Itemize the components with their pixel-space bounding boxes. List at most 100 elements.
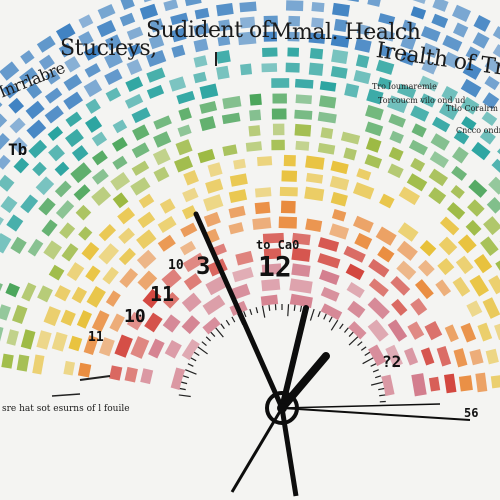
band-cell — [308, 62, 324, 76]
band-cell — [111, 137, 128, 152]
tick-mark — [210, 331, 216, 337]
band-cell — [1, 353, 14, 369]
tick-mark — [190, 357, 197, 362]
band-cell — [174, 155, 194, 173]
band-cell — [377, 246, 395, 263]
band-cell — [408, 139, 428, 156]
band-cell — [148, 34, 165, 50]
band-cell — [309, 48, 324, 60]
band-cell — [261, 263, 282, 276]
band-cell — [159, 198, 176, 214]
dial-number-5: 3 — [196, 252, 211, 280]
band-cell — [203, 211, 221, 228]
band-cell — [37, 285, 53, 303]
band-cell — [356, 23, 371, 36]
band-cell — [205, 276, 227, 296]
band-cell — [54, 161, 70, 177]
band-cell — [332, 2, 350, 17]
band-cell — [317, 111, 337, 124]
band-cell — [164, 340, 182, 359]
band-cell — [231, 283, 251, 300]
band-cell — [248, 125, 261, 137]
dial-number-3: 10 — [124, 306, 146, 327]
band-cell — [233, 158, 246, 170]
band-cell — [421, 42, 439, 59]
band-cell — [452, 4, 471, 23]
band-cell — [283, 154, 296, 167]
tick-mark — [182, 375, 189, 379]
band-cell — [465, 46, 481, 62]
band-cell — [249, 109, 262, 121]
band-cell — [13, 157, 30, 174]
tick-mark — [268, 304, 271, 311]
band-cell — [484, 75, 500, 91]
band-cell — [153, 166, 170, 182]
band-cell — [278, 216, 297, 229]
band-cell — [32, 161, 47, 177]
band-cell — [432, 0, 449, 12]
band-cell — [175, 139, 193, 156]
band-cell — [109, 313, 125, 333]
band-cell — [0, 232, 12, 254]
band-cell — [51, 331, 68, 352]
band-cell — [330, 160, 349, 175]
band-cell — [117, 207, 136, 225]
band-cell — [105, 290, 121, 307]
band-cell — [305, 155, 325, 170]
band-cell — [237, 31, 257, 46]
band-cell — [127, 43, 143, 57]
band-cell — [287, 31, 300, 42]
band-cell — [263, 31, 278, 42]
title-left: Stucieys, — [60, 36, 157, 61]
band-cell — [430, 133, 450, 151]
band-cell — [451, 165, 468, 181]
long-hand — [281, 407, 471, 421]
band-cell — [329, 223, 350, 240]
band-cell — [446, 202, 466, 220]
band-cell — [352, 215, 374, 233]
band-cell — [465, 219, 482, 236]
band-cell — [482, 92, 500, 110]
band-cell — [318, 95, 337, 109]
band-cell — [285, 0, 304, 12]
band-cell — [119, 12, 136, 27]
band-cell — [410, 0, 428, 4]
band-cell — [140, 368, 154, 385]
band-cell — [289, 278, 313, 294]
band-cell — [272, 123, 285, 136]
tick-mark — [201, 341, 207, 346]
band-cell — [78, 14, 94, 29]
band-cell — [377, 77, 392, 90]
band-cell — [305, 172, 324, 184]
band-cell — [365, 104, 384, 121]
band-cell — [45, 69, 61, 85]
band-cell — [77, 362, 92, 378]
band-cell — [317, 253, 341, 269]
band-cell — [48, 264, 65, 281]
band-cell — [483, 216, 500, 236]
tick-mark — [255, 307, 259, 314]
band-cell — [288, 15, 301, 27]
band-cell — [344, 83, 360, 98]
band-cell — [450, 185, 465, 199]
band-cell — [407, 321, 425, 340]
hour-hand — [279, 305, 309, 411]
right-number-2: ?2 — [382, 352, 402, 371]
band-cell — [48, 144, 65, 162]
band-cell — [477, 322, 493, 342]
band-cell — [0, 214, 4, 234]
band-cell — [202, 294, 226, 316]
band-cell — [397, 222, 419, 242]
band-cell — [182, 187, 199, 203]
band-cell — [98, 223, 117, 242]
band-cell — [61, 243, 79, 262]
band-cell — [485, 348, 499, 365]
band-cell — [27, 238, 44, 257]
band-cell — [104, 68, 123, 86]
left-partial-label: Tb — [8, 140, 28, 159]
band-cell — [59, 222, 76, 239]
band-cell — [437, 257, 455, 276]
band-cell — [354, 38, 372, 53]
title-right: Mmal. Healch — [270, 20, 421, 45]
band-cell — [468, 179, 488, 198]
